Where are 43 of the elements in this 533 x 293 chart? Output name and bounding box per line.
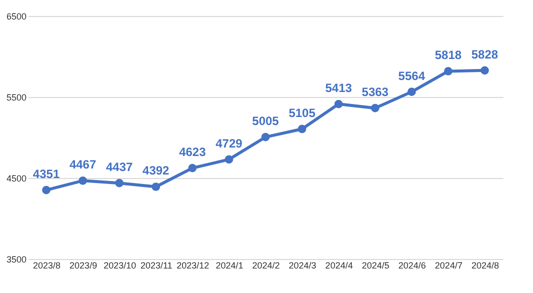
- y-tick-label: 6500: [6, 12, 26, 22]
- point: [152, 182, 160, 191]
- point: [188, 164, 197, 172]
- point: [261, 132, 270, 142]
- data-label: 5564: [398, 68, 426, 83]
- data-label: 5818: [434, 48, 462, 62]
- x-tick-label: 2024/1: [216, 260, 244, 270]
- data-label: 4467: [69, 158, 96, 172]
- point: [224, 155, 234, 164]
- data-label: 4351: [32, 167, 60, 182]
- x-tick-label: 2024/5: [362, 260, 390, 270]
- point: [78, 176, 87, 185]
- x-tick-label: 2023/9: [70, 260, 98, 270]
- point: [370, 104, 380, 112]
- x-tick-label: 2024/8: [471, 260, 499, 270]
- data-label: 5105: [288, 106, 316, 120]
- x-tick-label: 2023/12: [176, 260, 210, 270]
- point: [444, 67, 452, 76]
- x-tick-label: 2024/2: [252, 260, 280, 270]
- data-label: 4729: [216, 136, 243, 150]
- x-tick-label: 2023/11: [140, 260, 172, 270]
- x-tick-label: 2024/3: [288, 260, 316, 270]
- data-label: 5005: [252, 114, 280, 128]
- x-tick-label: 2024/6: [398, 260, 426, 270]
- x-tick-label: 2024/7: [434, 260, 462, 270]
- data-label: 4623: [179, 145, 206, 160]
- y-tick-label: 4500: [6, 174, 26, 184]
- y-tick-label: 5500: [6, 92, 26, 102]
- point: [298, 124, 306, 134]
- x-tick-label: 2023/8: [33, 260, 61, 270]
- x-tick-label: 2024/4: [325, 260, 353, 270]
- data-label: 5363: [362, 85, 389, 100]
- x-tick-label: 2023/10: [104, 260, 136, 270]
- data-label: 4392: [142, 164, 170, 178]
- data-label: 5413: [325, 81, 352, 96]
- data-label: 4437: [106, 160, 134, 174]
- point: [115, 178, 124, 188]
- point: [407, 88, 416, 96]
- y-tick-label: 3500: [6, 254, 26, 264]
- point: [334, 100, 343, 108]
- point: [42, 186, 50, 194]
- data-label: 5828: [471, 47, 498, 62]
- point: [480, 66, 489, 75]
